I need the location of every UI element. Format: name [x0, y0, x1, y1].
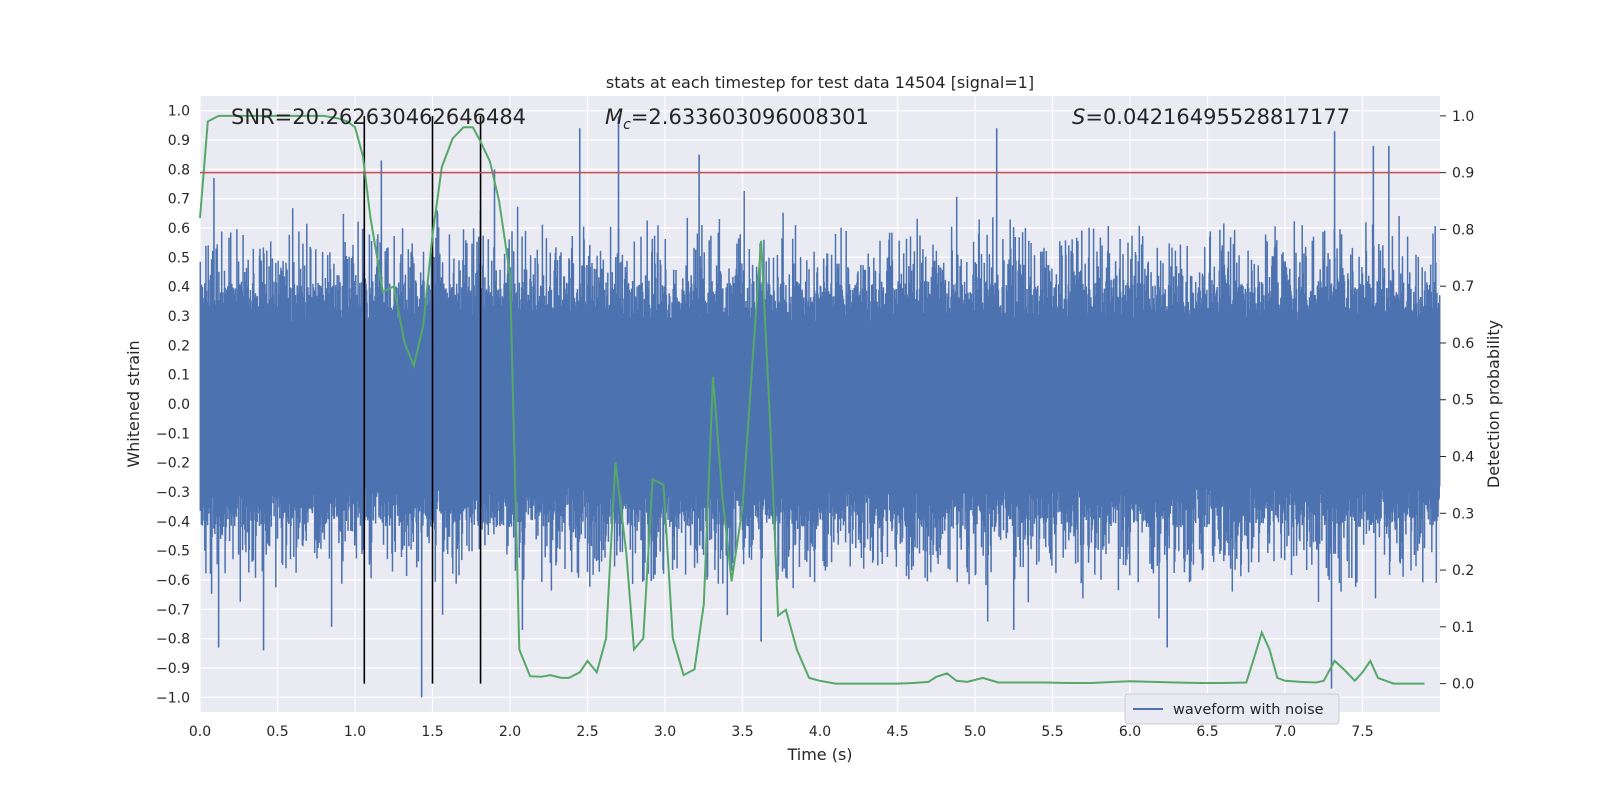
right-y-tick-label: 0.5 [1452, 393, 1474, 409]
x-tick-label: 3.5 [731, 724, 753, 740]
left-y-tick-label: −0.2 [156, 456, 190, 472]
x-axis-label: Time (s) [786, 745, 852, 764]
x-tick-label: 1.5 [421, 724, 443, 740]
left-y-tick-label: 0.0 [168, 397, 190, 413]
left-y-tick-label: 0.5 [168, 250, 190, 266]
right-y-tick-label: 0.8 [1452, 222, 1474, 238]
chirp-mass-subscript: c [623, 117, 631, 133]
x-tick-label: 2.0 [499, 724, 521, 740]
waveform-series [199, 116, 1441, 698]
right-y-tick-label: 0.7 [1452, 279, 1474, 295]
x-tick-label: 7.0 [1274, 724, 1296, 740]
left-y-tick-label: −0.1 [156, 426, 190, 442]
left-y-tick-label: 0.6 [168, 221, 190, 237]
right-y-tick-label: 0.3 [1452, 506, 1474, 522]
right-y-tick-label: 0.1 [1452, 620, 1474, 636]
left-y-tick-label: −0.8 [156, 632, 190, 648]
x-tick-label: 1.0 [344, 724, 366, 740]
legend-label: waveform with noise [1173, 702, 1324, 718]
left-y-tick-label: 0.4 [168, 280, 190, 296]
left-y-axis-label: Whitened strain [124, 340, 143, 467]
x-tick-label: 6.5 [1196, 724, 1218, 740]
x-tick-label: 4.5 [886, 724, 908, 740]
s-annotation: S=0.04216495528817177 [1072, 105, 1350, 129]
chirp-mass-value: =2.633603096008301 [631, 105, 869, 129]
x-tick-label: 3.0 [654, 724, 676, 740]
legend-box [1124, 693, 1340, 725]
right-y-tick-label: 1.0 [1452, 109, 1474, 125]
legend: waveform with noise [1124, 693, 1340, 725]
left-y-tick-label: −0.6 [156, 573, 190, 589]
left-y-tick-label: −0.9 [156, 661, 190, 677]
left-y-tick-label: 1.0 [168, 104, 190, 120]
right-y-tick-label: 0.6 [1452, 336, 1474, 352]
left-y-tick-label: 0.7 [168, 192, 190, 208]
snr-annotation: SNR=20.262630462646484 [231, 105, 526, 129]
chirp-mass-symbol: M [605, 105, 623, 129]
x-tick-label: 4.0 [809, 724, 831, 740]
x-tick-label: 7.5 [1351, 724, 1373, 740]
left-y-tick-label: 0.2 [168, 338, 190, 354]
right-y-tick-label: 0.0 [1452, 677, 1474, 693]
left-y-tick-label: 0.9 [168, 133, 190, 149]
x-tick-label: 0.5 [266, 724, 288, 740]
left-y-tick-label: −0.4 [156, 514, 190, 530]
x-axis-ticks: 0.0 0.5 1.0 1.5 2.0 2.5 3.0 3.5 4.0 4.5 5.0 5.5 6.0 6… [189, 724, 1374, 740]
x-tick-label: 0.0 [189, 724, 211, 740]
left-y-tick-label: −1.0 [156, 690, 190, 706]
chirp-mass-annotation: Mc=2.633603096008301 [605, 105, 869, 133]
left-y-tick-label: 0.8 [168, 162, 190, 178]
detection-probability-line [199, 114, 1425, 685]
left-y-tick-label: −0.3 [156, 485, 190, 501]
s-value: =0.04216495528817177 [1085, 105, 1350, 129]
x-tick-label: 5.5 [1041, 724, 1063, 740]
waveform-noise-band [199, 191, 1441, 627]
left-y-axis-ticks: 1.0 0.9 0.8 0.7 0.6 0.5 0.4 0.3 0.2 0.1 0.0 −0.1 −0.… [156, 104, 190, 707]
vertical-markers [363, 115, 482, 684]
right-y-axis-label: Detection probability [1484, 320, 1503, 488]
s-symbol: S [1072, 105, 1085, 129]
right-y-tick-label: 0.4 [1452, 450, 1474, 466]
x-tick-label: 5.0 [964, 724, 986, 740]
x-tick-label: 2.5 [576, 724, 598, 740]
left-y-tick-label: −0.5 [156, 544, 190, 560]
chart-title: stats at each timestep for test data 145… [606, 73, 1034, 92]
right-y-axis-ticks: 1.0 0.9 0.8 0.7 0.6 0.5 0.4 0.3 0.2 0.1 0.0 [1440, 109, 1474, 693]
left-y-tick-label: −0.7 [156, 602, 190, 618]
left-y-tick-label: 0.1 [168, 368, 190, 384]
right-y-tick-label: 0.2 [1452, 563, 1474, 579]
left-y-tick-label: 0.3 [168, 309, 190, 325]
right-y-tick-label: 0.9 [1452, 166, 1474, 182]
x-tick-label: 6.0 [1119, 724, 1141, 740]
